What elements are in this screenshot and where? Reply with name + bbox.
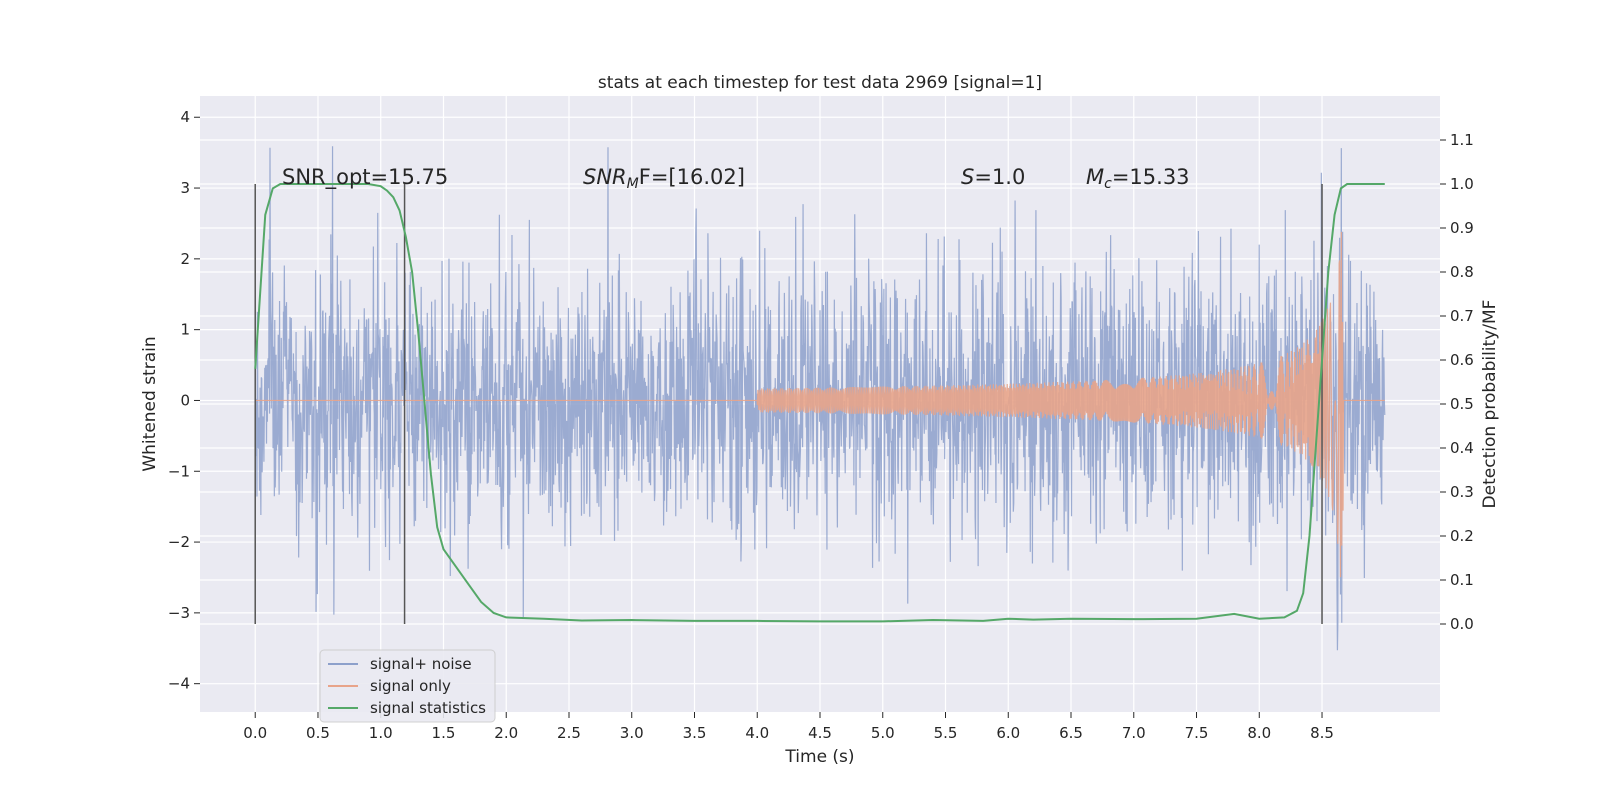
annotation-mc-symbol: M	[1086, 165, 1104, 189]
x-tick-label: 8.5	[1310, 724, 1334, 742]
annotation-s-symbol: S	[961, 165, 974, 189]
x-tick-label: 6.5	[1059, 724, 1083, 742]
y-right-tick-label: 0.5	[1450, 395, 1474, 413]
y-right-tick-label: 1.1	[1450, 131, 1474, 149]
y-left-tick-label: 0	[180, 391, 190, 409]
legend-label-signal-plus-noise: signal+ noise	[370, 655, 472, 673]
annotation-mc-value: =15.33	[1112, 165, 1190, 189]
left-axis-label: Whitened strain	[140, 336, 160, 471]
chart-title: stats at each timestep for test data 296…	[598, 73, 1042, 93]
x-tick-label: 0.0	[243, 724, 267, 742]
y-left-tick-label: −1	[168, 462, 190, 480]
x-tick-label: 1.0	[369, 724, 393, 742]
signal-statistics-line	[254, 183, 1385, 623]
legend-box	[319, 649, 496, 723]
vertical-markers	[254, 184, 1323, 624]
y-left-tick-label: 1	[180, 321, 190, 339]
signal-only-line	[255, 232, 1385, 578]
x-tick-label: 8.0	[1247, 724, 1271, 742]
x-axis-ticks: 0.0 0.5 1.0 1.5 2.0 2.5 3.0 3.5 4.0 4.5 5.0 5.5 6.0 6…	[243, 712, 1334, 742]
right-axis-label: Detection probability/MF	[1480, 300, 1500, 509]
x-tick-label: 2.5	[557, 724, 581, 742]
annotation-snr-opt: SNR_opt=15.75	[282, 165, 448, 190]
y-right-tick-label: 0.8	[1450, 263, 1474, 281]
x-tick-label: 5.0	[871, 724, 895, 742]
x-axis-label: Time (s)	[784, 747, 854, 767]
x-tick-label: 0.5	[306, 724, 330, 742]
y-right-tick-label: 0.0	[1450, 615, 1474, 633]
x-tick-label: 7.5	[1185, 724, 1209, 742]
legend-label-signal-only: signal only	[370, 677, 451, 695]
x-tick-label: 1.5	[432, 724, 456, 742]
x-tick-label: 4.5	[808, 724, 832, 742]
legend: signal+ noise signal only signal statist…	[319, 649, 496, 723]
annotation-s: S=1.0	[961, 165, 1025, 189]
y-right-tick-label: 0.6	[1450, 351, 1474, 369]
y-right-tick-label: 0.4	[1450, 439, 1474, 457]
y-left-tick-label: −3	[168, 604, 190, 622]
x-tick-label: 3.5	[683, 724, 707, 742]
annotation-s-value: =1.0	[974, 165, 1025, 189]
annotation-snr-mf-subscript: M	[627, 176, 639, 192]
x-tick-label: 4.0	[745, 724, 769, 742]
y-right-tick-label: 1.0	[1450, 175, 1474, 193]
y-right-tick-label: 0.1	[1450, 571, 1474, 589]
y-left-tick-label: −4	[168, 675, 190, 693]
annotation-mc-subscript: c	[1104, 176, 1112, 192]
x-tick-label: 2.0	[494, 724, 518, 742]
y-right-tick-label: 0.2	[1450, 527, 1474, 545]
left-axis-ticks: −4 −3 −2 −1 0 1 2 3 4	[168, 108, 200, 693]
annotation-mc: Mc=15.33	[1086, 165, 1190, 192]
y-right-tick-label: 0.7	[1450, 307, 1474, 325]
annotation-snr-mf-symbol: SNR	[583, 165, 627, 189]
x-tick-label: 3.0	[620, 724, 644, 742]
y-right-tick-label: 0.3	[1450, 483, 1474, 501]
x-tick-label: 6.0	[996, 724, 1020, 742]
annotation-snr-mf: SNRMF=[16.02]	[583, 165, 745, 192]
series-signal-statistics	[254, 183, 1385, 623]
x-tick-label: 5.5	[934, 724, 958, 742]
series-signal-only	[255, 232, 1385, 578]
x-tick-label: 7.0	[1122, 724, 1146, 742]
legend-label-signal-statistics: signal statistics	[370, 699, 486, 717]
y-left-tick-label: 3	[180, 179, 190, 197]
y-left-tick-label: 2	[180, 250, 190, 268]
annotation-snr-mf-value: F=[16.02]	[639, 165, 745, 189]
y-left-tick-label: −2	[168, 533, 190, 551]
right-axis-ticks: 0.0 0.1 0.2 0.3 0.4 0.5 0.6 0.7 0.8 0.9 1.0 1.1	[1440, 131, 1474, 633]
y-right-tick-label: 0.9	[1450, 219, 1474, 237]
y-left-tick-label: 4	[180, 108, 190, 126]
